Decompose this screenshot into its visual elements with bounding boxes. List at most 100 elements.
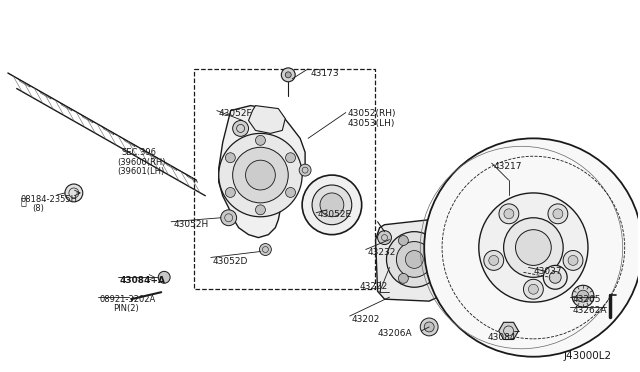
Circle shape [285, 187, 296, 198]
Circle shape [285, 72, 291, 78]
Circle shape [399, 235, 408, 246]
Ellipse shape [524, 322, 543, 332]
Circle shape [499, 204, 519, 224]
Text: 08921-3202A: 08921-3202A [100, 295, 156, 304]
Polygon shape [113, 132, 123, 138]
Circle shape [479, 193, 588, 302]
Circle shape [424, 322, 434, 332]
Circle shape [158, 271, 170, 283]
Circle shape [299, 164, 311, 176]
Ellipse shape [484, 310, 502, 323]
Circle shape [233, 121, 248, 137]
Text: 43084: 43084 [488, 333, 516, 342]
Polygon shape [19, 79, 30, 87]
Circle shape [504, 209, 514, 219]
Text: 43052F: 43052F [219, 109, 252, 118]
Circle shape [420, 318, 438, 336]
Circle shape [225, 187, 236, 198]
Polygon shape [123, 138, 135, 147]
Text: 43265: 43265 [572, 295, 600, 304]
Text: 43262A: 43262A [572, 306, 607, 315]
Text: 43173: 43173 [310, 69, 339, 78]
Ellipse shape [596, 199, 609, 217]
Polygon shape [92, 121, 102, 126]
Ellipse shape [608, 238, 618, 257]
Polygon shape [144, 150, 156, 159]
Polygon shape [248, 106, 285, 134]
Circle shape [568, 256, 578, 265]
Polygon shape [134, 144, 144, 150]
Polygon shape [165, 162, 177, 171]
Circle shape [246, 160, 275, 190]
Ellipse shape [484, 172, 502, 185]
Ellipse shape [564, 310, 582, 323]
Circle shape [405, 250, 423, 268]
Text: 43052H: 43052H [173, 220, 209, 229]
Text: SEC.396: SEC.396 [122, 148, 157, 157]
Ellipse shape [564, 172, 582, 185]
Text: 43222: 43222 [360, 282, 388, 291]
Circle shape [378, 231, 392, 244]
Polygon shape [102, 126, 114, 135]
Ellipse shape [596, 278, 609, 296]
Polygon shape [376, 220, 447, 301]
Circle shape [225, 153, 236, 163]
Text: 43037: 43037 [533, 267, 562, 276]
Text: Ⓐ: Ⓐ [20, 196, 26, 206]
Ellipse shape [524, 163, 543, 173]
Text: 43217: 43217 [493, 162, 522, 171]
Circle shape [255, 135, 266, 145]
Circle shape [553, 209, 563, 219]
Circle shape [516, 230, 551, 265]
Text: (39601(LH): (39601(LH) [118, 167, 164, 176]
Circle shape [282, 68, 295, 82]
Polygon shape [186, 174, 198, 183]
Polygon shape [155, 156, 165, 162]
Circle shape [233, 147, 288, 203]
Circle shape [302, 175, 362, 235]
Polygon shape [219, 106, 305, 238]
Text: 43052(RH): 43052(RH) [348, 109, 396, 118]
Circle shape [259, 244, 271, 256]
Polygon shape [499, 322, 518, 340]
Text: 43084+A: 43084+A [120, 276, 166, 285]
Polygon shape [71, 109, 81, 115]
Text: 43052E: 43052E [318, 210, 352, 219]
Ellipse shape [458, 278, 471, 296]
Text: 43206A: 43206A [378, 329, 412, 338]
Circle shape [219, 134, 302, 217]
Text: PIN(2): PIN(2) [113, 304, 140, 313]
Circle shape [529, 284, 538, 294]
Circle shape [255, 205, 266, 215]
Ellipse shape [458, 199, 471, 217]
Circle shape [563, 250, 583, 270]
Circle shape [489, 256, 499, 265]
Text: 08184-2355H: 08184-2355H [20, 195, 77, 204]
Polygon shape [81, 115, 93, 123]
Polygon shape [29, 85, 39, 91]
Circle shape [65, 184, 83, 202]
Circle shape [221, 210, 237, 226]
Text: J43000L2: J43000L2 [563, 351, 611, 361]
Circle shape [543, 265, 567, 289]
Circle shape [577, 290, 589, 302]
Circle shape [572, 285, 594, 307]
Polygon shape [39, 91, 51, 99]
Circle shape [549, 271, 561, 283]
Circle shape [424, 138, 640, 357]
Text: 43202: 43202 [352, 315, 380, 324]
Text: (8): (8) [32, 204, 44, 213]
Polygon shape [50, 97, 60, 103]
Circle shape [312, 185, 352, 225]
Circle shape [285, 153, 296, 163]
Circle shape [524, 279, 543, 299]
Text: (39600(RH): (39600(RH) [118, 158, 166, 167]
Ellipse shape [449, 238, 459, 257]
Polygon shape [8, 73, 19, 79]
Text: 43052D: 43052D [213, 257, 248, 266]
Circle shape [320, 193, 344, 217]
Circle shape [504, 218, 563, 277]
Circle shape [484, 250, 504, 270]
Circle shape [431, 254, 441, 264]
Polygon shape [175, 168, 186, 174]
